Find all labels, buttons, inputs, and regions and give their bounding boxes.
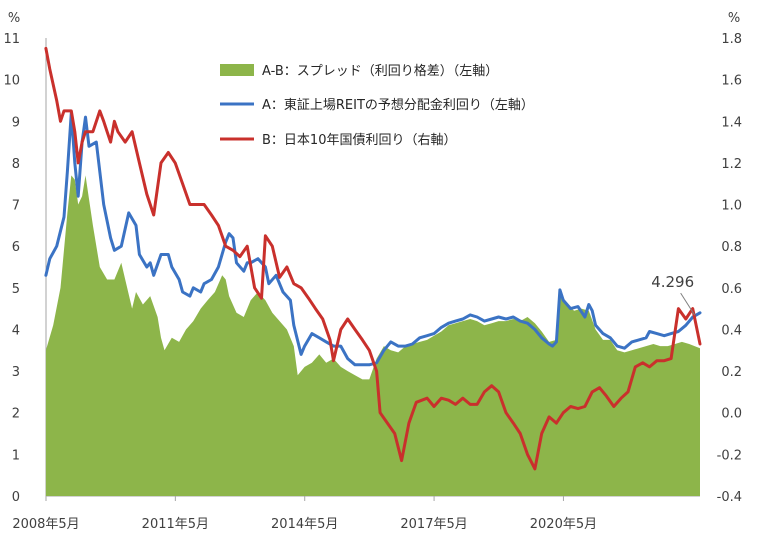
legend: A-B：スプレッド（利回り格差）（左軸） A：東証上場REITの予想分配金利回り（… — [220, 63, 534, 148]
left-tick-label: 9 — [12, 115, 20, 130]
left-tick-label: 1 — [12, 448, 20, 463]
x-tick-label: 2020年5月 — [530, 517, 597, 532]
jgb-yield-line — [44, 46, 702, 471]
right-tick-label: 1.4 — [721, 115, 742, 130]
left-axis-unit: % — [8, 11, 20, 26]
left-tick-label: 5 — [12, 282, 20, 297]
right-tick-label: 0.6 — [721, 282, 742, 297]
spread-area — [45, 175, 700, 496]
right-tick-label: -0.4 — [717, 490, 742, 505]
legend-label: A-B：スプレッド（利回り格差）（左軸） — [262, 63, 498, 79]
left-tick-label: 7 — [12, 199, 20, 214]
x-tick-label: 2008年5月 — [12, 517, 79, 532]
lines-layer — [44, 46, 702, 471]
x-tick-label: 2017年5月 — [400, 517, 467, 532]
left-tick-label: 3 — [12, 365, 20, 380]
right-tick-label: 1.0 — [721, 199, 742, 214]
annotation-leader — [680, 292, 696, 316]
right-tick-label: 1.8 — [721, 32, 742, 47]
left-tick-label: 10 — [3, 74, 20, 89]
right-tick-label: 1.6 — [721, 74, 742, 89]
right-tick-label: 1.2 — [721, 157, 742, 172]
spread-area-layer — [45, 175, 700, 496]
right-tick-label: -0.2 — [717, 448, 742, 463]
right-axis-unit: % — [728, 11, 740, 26]
left-tick-label: 6 — [12, 240, 20, 255]
left-tick-label: 8 — [12, 157, 20, 172]
reit-yield-line — [44, 111, 702, 367]
annotation-label: 4.296 — [651, 273, 694, 291]
legend-label: B：日本10年国債利回り（右軸） — [262, 133, 456, 148]
legend-label: A：東証上場REITの予想分配金利回り（左軸） — [262, 97, 534, 113]
right-tick-label: 0.8 — [721, 240, 742, 255]
x-tick-label: 2011年5月 — [142, 517, 209, 532]
right-tick-label: 0.0 — [721, 407, 742, 422]
left-tick-label: 11 — [3, 32, 20, 47]
legend-swatch-spread — [220, 64, 254, 76]
x-tick-label: 2014年5月 — [271, 517, 338, 532]
right-tick-label: 0.4 — [721, 323, 742, 338]
left-tick-label: 4 — [12, 323, 20, 338]
labels-layer: 0 1 2 3 4 5 6 7 8 9 10 11 -0.4 -0.2 0.0 0.2 0.4 0.6 0.8 1.0… — [3, 11, 742, 532]
left-tick-label: 0 — [12, 490, 20, 505]
right-tick-label: 0.2 — [721, 365, 742, 380]
left-tick-label: 2 — [12, 407, 20, 422]
